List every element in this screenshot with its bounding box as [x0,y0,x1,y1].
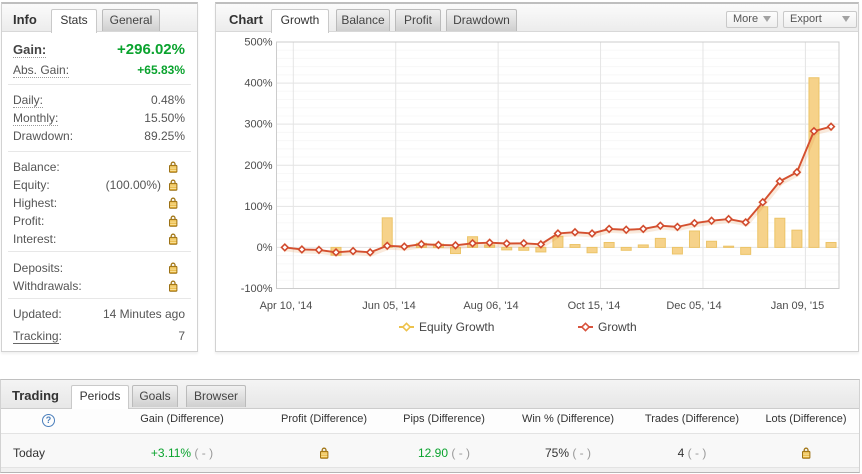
svg-text:Oct 15, '14: Oct 15, '14 [568,300,621,312]
svg-text:Apr 10, '14: Apr 10, '14 [260,300,313,312]
svg-text:100%: 100% [244,201,272,213]
svg-text:Jun 05, '14: Jun 05, '14 [362,300,415,312]
svg-text:500%: 500% [244,37,272,49]
svg-text:-100%: -100% [241,283,273,295]
svg-text:200%: 200% [244,160,272,172]
svg-text:300%: 300% [244,119,272,131]
svg-text:Aug 06, '14: Aug 06, '14 [463,300,518,312]
svg-text:Jan 09, '15: Jan 09, '15 [771,300,824,312]
svg-text:Dec 05, '14: Dec 05, '14 [666,300,721,312]
svg-text:400%: 400% [244,78,272,90]
svg-text:0%: 0% [257,242,273,254]
svg-text:Equity Growth: Equity Growth [419,320,494,334]
svg-text:Growth: Growth [598,320,637,334]
